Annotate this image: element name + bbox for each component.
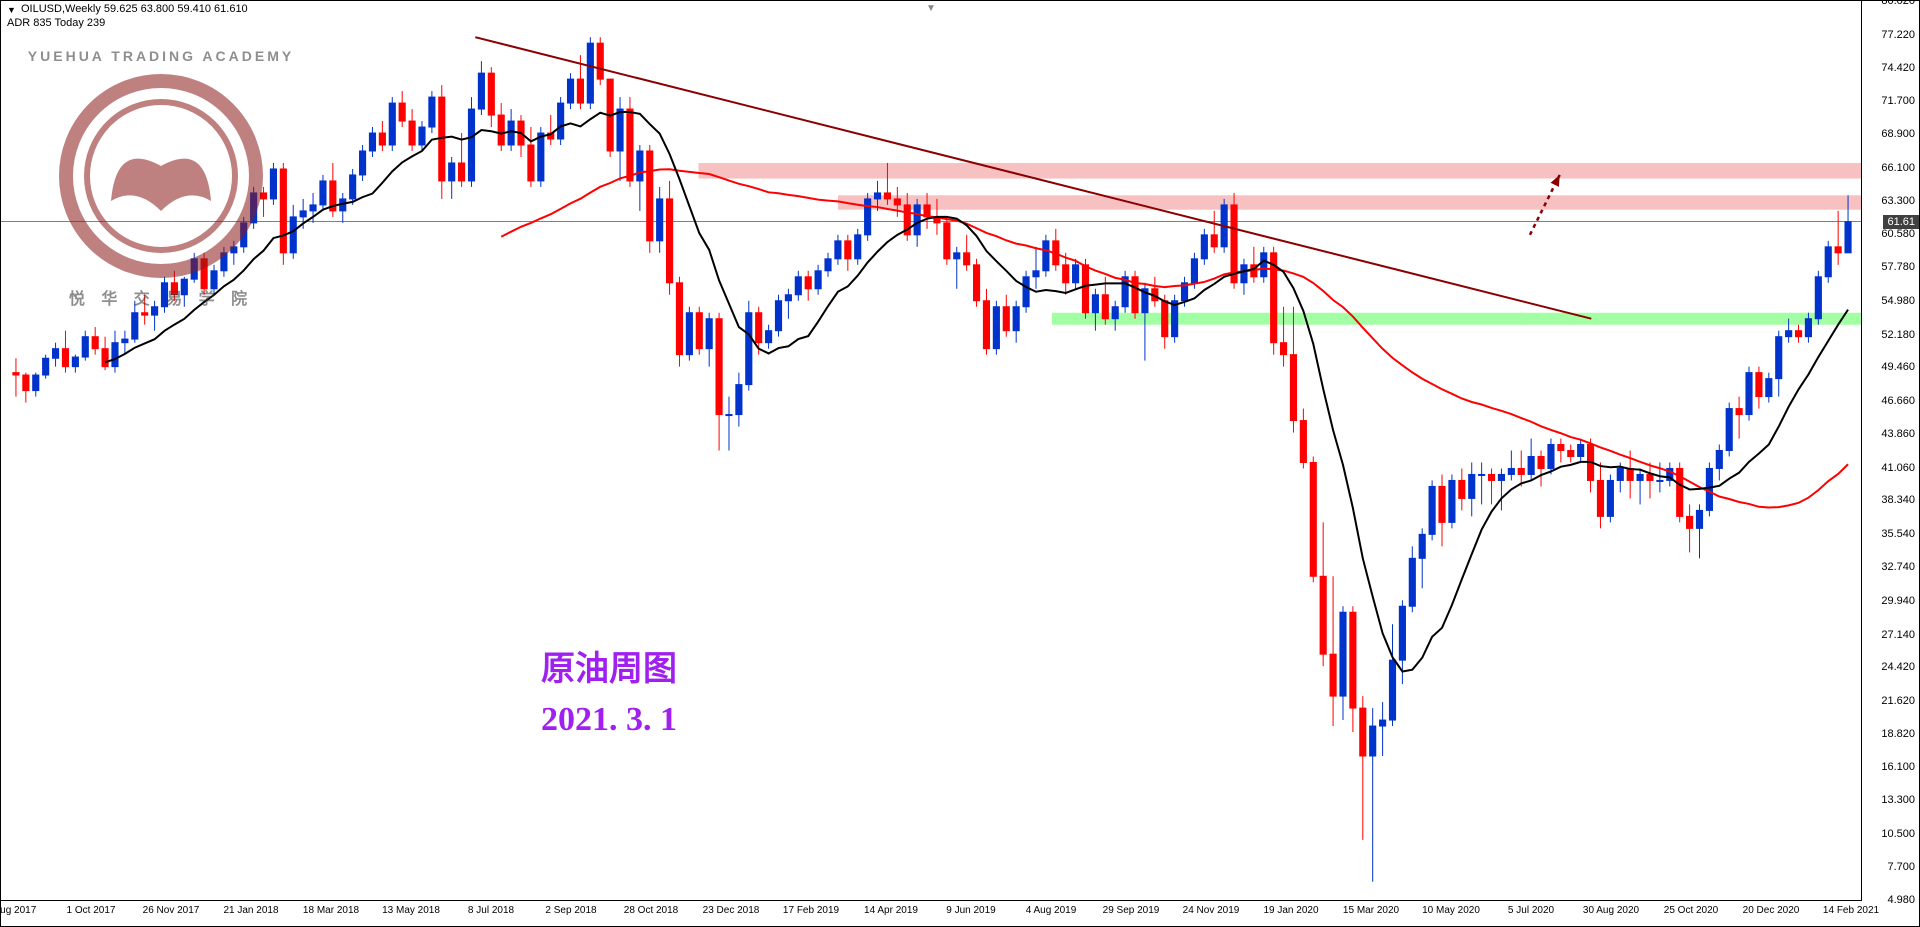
y-tick-label: 63.300 <box>1881 195 1915 207</box>
x-tick-label: 14 Feb 2021 <box>1823 905 1879 916</box>
y-tick-label: 74.420 <box>1881 62 1915 74</box>
plot-area[interactable]: ▼ OILUSD,Weekly 59.625 63.800 59.410 61.… <box>1 1 1862 901</box>
y-tick-label: 41.060 <box>1881 462 1915 474</box>
y-tick-label: 21.620 <box>1881 695 1915 707</box>
y-tick-label: 77.220 <box>1881 29 1915 41</box>
y-tick-label: 16.100 <box>1881 761 1915 773</box>
chart-canvas: YUEHUA TRADING ACADEMY 悦 华 交 易 学 院 <box>1 1 1861 900</box>
x-tick-label: 30 Aug 2020 <box>1583 905 1639 916</box>
y-tick-label: 71.700 <box>1881 95 1915 107</box>
y-tick-label: 10.500 <box>1881 828 1915 840</box>
x-tick-label: 20 Dec 2020 <box>1743 905 1800 916</box>
x-tick-label: 18 Mar 2018 <box>303 905 359 916</box>
y-tick-label: 43.860 <box>1881 428 1915 440</box>
y-tick-label: 80.020 <box>1881 0 1915 7</box>
y-tick-label: 54.980 <box>1881 295 1915 307</box>
y-tick-label: 24.420 <box>1881 661 1915 673</box>
chart-date: 2021. 3. 1 <box>541 701 677 739</box>
y-tick-label: 66.100 <box>1881 162 1915 174</box>
y-tick-label: 29.940 <box>1881 595 1915 607</box>
y-tick-label: 38.340 <box>1881 494 1915 506</box>
time-axis: 6 Aug 2017 1 Oct 2017 26 Nov 2017 21 Jan 20… <box>1 898 1861 926</box>
y-tick-label: 60.580 <box>1881 228 1915 240</box>
chart-window: ▼ OILUSD,Weekly 59.625 63.800 59.410 61.… <box>0 0 1920 927</box>
x-tick-label: 29 Sep 2019 <box>1103 905 1160 916</box>
x-tick-label: 14 Apr 2019 <box>864 905 918 916</box>
x-tick-label: 26 Nov 2017 <box>143 905 200 916</box>
y-tick-label: 32.740 <box>1881 561 1915 573</box>
y-tick-label: 35.540 <box>1881 528 1915 540</box>
x-tick-label: 23 Dec 2018 <box>703 905 760 916</box>
x-tick-label: 2 Sep 2018 <box>545 905 596 916</box>
x-tick-label: 6 Aug 2017 <box>0 905 36 916</box>
x-tick-label: 21 Jan 2018 <box>223 905 278 916</box>
y-tick-label: 46.660 <box>1881 395 1915 407</box>
x-tick-label: 17 Feb 2019 <box>783 905 839 916</box>
x-tick-label: 10 May 2020 <box>1422 905 1480 916</box>
y-tick-label: 68.900 <box>1881 128 1915 140</box>
y-tick-label: 27.140 <box>1881 629 1915 641</box>
y-tick-label: 57.780 <box>1881 261 1915 273</box>
y-tick-label: 49.460 <box>1881 361 1915 373</box>
x-tick-label: 15 Mar 2020 <box>1343 905 1399 916</box>
x-tick-label: 9 Jun 2019 <box>946 905 996 916</box>
chart-title: 原油周图 <box>541 641 677 690</box>
y-tick-label: 4.980 <box>1887 894 1915 906</box>
x-tick-label: 25 Oct 2020 <box>1664 905 1718 916</box>
y-tick-label: 13.300 <box>1881 794 1915 806</box>
y-tick-label: 52.180 <box>1881 329 1915 341</box>
x-tick-label: 5 Jul 2020 <box>1508 905 1554 916</box>
x-tick-label: 28 Oct 2018 <box>624 905 678 916</box>
x-tick-label: 19 Jan 2020 <box>1263 905 1318 916</box>
x-tick-label: 13 May 2018 <box>382 905 440 916</box>
current-price-tag: 61.61 <box>1883 215 1919 229</box>
x-tick-label: 24 Nov 2019 <box>1183 905 1240 916</box>
x-tick-label: 4 Aug 2019 <box>1026 905 1077 916</box>
svg-text:悦 华 交 易 学 院: 悦 华 交 易 学 院 <box>69 289 253 308</box>
price-axis: 61.61 80.020 77.220 74.420 71.700 68.900 66.1… <box>1859 1 1919 900</box>
x-tick-label: 1 Oct 2017 <box>67 905 116 916</box>
y-tick-label: 7.700 <box>1887 861 1915 873</box>
svg-text:YUEHUA TRADING ACADEMY: YUEHUA TRADING ACADEMY <box>28 48 294 64</box>
x-tick-label: 8 Jul 2018 <box>468 905 514 916</box>
y-tick-label: 18.820 <box>1881 728 1915 740</box>
